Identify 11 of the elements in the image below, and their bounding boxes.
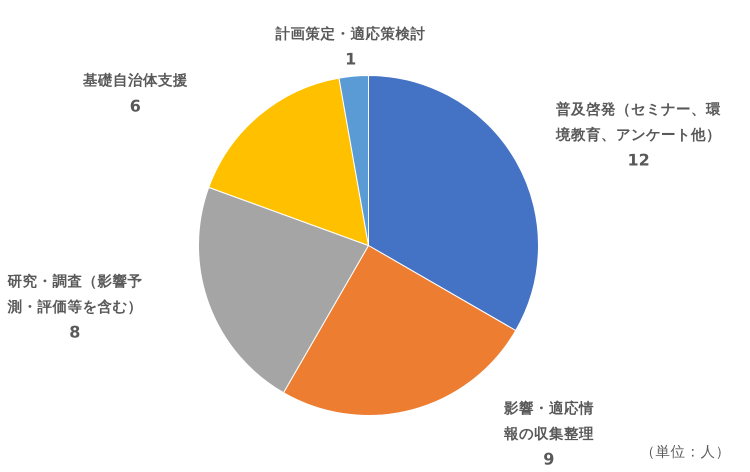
slice-label: 影響・適応情報の収集整理 (502, 399, 594, 443)
text: （単位：人） (640, 444, 730, 460)
slice-label: 研究・調査（影響予測・評価等を含む） (6, 272, 142, 316)
data-label: 12 (628, 150, 650, 170)
data-label: 6 (130, 96, 141, 116)
data-label: 8 (69, 322, 80, 342)
data-label: 1 (345, 49, 356, 68)
slice-label: 普及啓発（セミナー、環境教育、アンケート他） (555, 100, 722, 144)
slice-label: 基礎自治体支援 (82, 72, 188, 90)
data-label: 9 (543, 450, 554, 469)
slice-label: 計画策定・適応策検討 (274, 24, 426, 42)
